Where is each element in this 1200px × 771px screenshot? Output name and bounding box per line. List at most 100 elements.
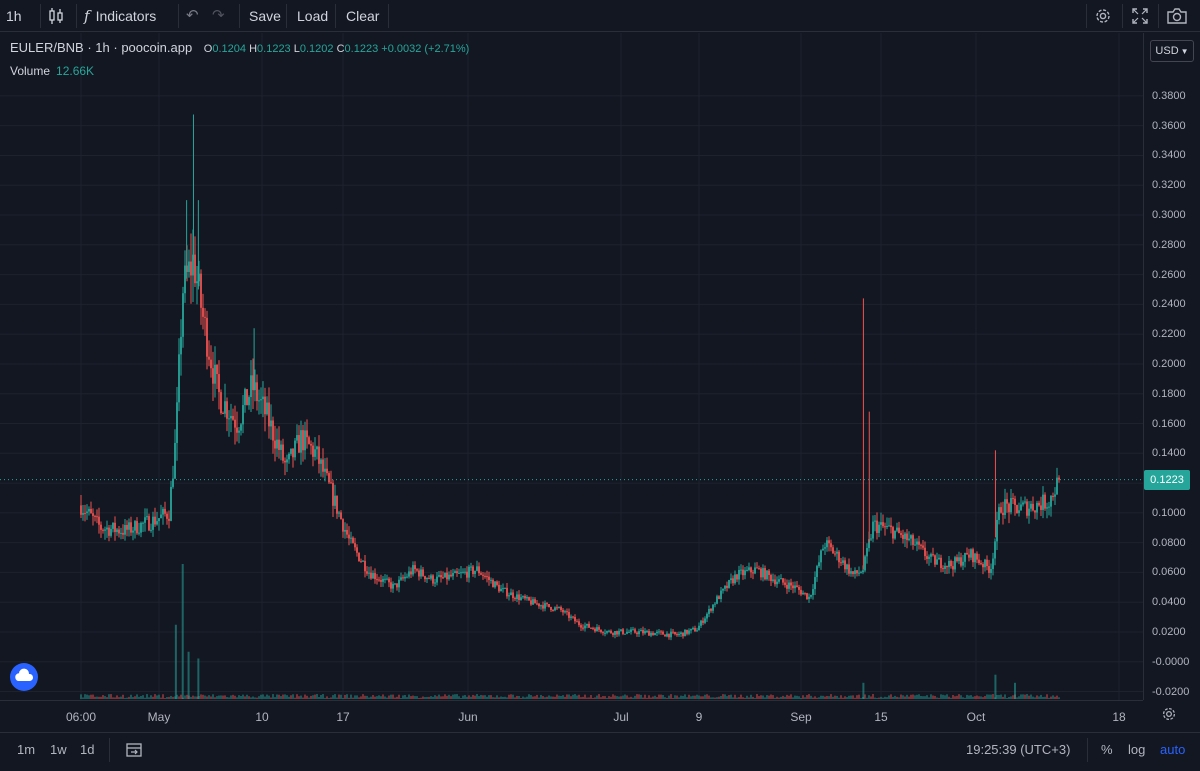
volume-bar [612,694,614,699]
source-label: poocoin.app [121,40,193,55]
candle-body [634,629,636,633]
axis-settings-button[interactable] [1160,705,1180,725]
time-axis[interactable]: 06:00 May 10 17 Jun Jul 9 Sep 15 Oct 18 [0,700,1143,732]
volume-bar [276,694,278,699]
volume-bar [470,696,472,699]
volume-bar [176,694,178,699]
volume-bar [764,697,766,699]
symbol-label[interactable]: EULER/BNB [10,40,84,55]
volume-bar [424,697,426,699]
save-button[interactable]: Save [249,8,281,24]
candle-body [680,632,682,634]
price-axis-label: -0.0000 [1152,655,1190,668]
range-1w-button[interactable]: 1w [50,742,67,757]
volume-bar [758,696,760,699]
volume-bar [638,694,640,699]
candle-body [286,459,288,463]
candle-body [622,629,624,634]
auto-scale-button[interactable]: auto [1160,742,1186,757]
candle-body [598,627,600,630]
volume-bar [852,695,854,699]
volume-bar [262,694,264,699]
clock-readout[interactable]: 19:25:39 (UTC+3) [966,742,1071,757]
volume-bar [844,696,846,699]
chart-pane[interactable] [0,33,1143,700]
settings-button[interactable] [1093,0,1115,32]
volume-bar [444,694,446,699]
volume-bar [172,696,174,699]
volume-bar [860,697,862,699]
clear-button[interactable]: Clear [346,8,380,24]
toolbar-divider [388,4,389,28]
candle-style-button[interactable] [46,0,72,32]
candle-body [300,430,302,453]
interval-button[interactable]: 1h [6,8,22,24]
volume-label: Volume [10,64,51,78]
candle-body [1030,503,1032,509]
candle-body [738,569,740,580]
candle-body [592,627,594,629]
volume-bar [892,696,894,699]
range-1m-button[interactable]: 1m [17,742,36,757]
volume-bar [822,695,824,699]
volume-bar [1000,694,1002,699]
currency-dropdown[interactable]: USD ▼ [1150,40,1194,62]
price-axis-label: 0.3200 [1152,179,1186,192]
price-chart[interactable] [0,33,1143,700]
volume-bar [792,697,794,699]
candle-body [410,571,412,575]
candle-body [454,571,456,574]
percent-scale-button[interactable]: % [1101,742,1113,757]
candle-body [778,579,780,582]
candle-body [786,584,788,589]
candle-body [468,566,470,578]
volume-bar [272,694,274,699]
volume-bar [422,696,424,699]
candle-body [1044,494,1046,509]
volume-bar [202,694,204,699]
candle-body [442,577,444,579]
load-button[interactable]: Load [297,8,329,24]
candle-body [266,402,268,415]
volume-bar [574,694,576,699]
legend-dot: · [87,40,96,55]
snapshot-button[interactable] [1166,0,1190,32]
date-range-button[interactable] [125,733,145,766]
log-scale-button[interactable]: log [1128,742,1146,757]
volume-bar [352,697,354,699]
redo-icon[interactable]: ↷ [212,7,225,24]
volume-bar [436,696,438,699]
chart-logo[interactable] [10,663,38,691]
volume-bar [186,694,188,699]
candle-body [1020,504,1022,511]
candle-body [746,569,748,571]
volume-bar [556,694,558,699]
volume-bar [702,696,704,699]
candle-body [620,629,622,631]
volume-bar [106,697,108,699]
volume-bar [1020,694,1022,699]
range-1d-button[interactable]: 1d [80,742,95,757]
toolbar-divider [286,4,287,28]
time-axis-label: Jun [458,710,478,724]
indicators-button[interactable]: f Indicators [84,0,180,32]
volume-bar [564,696,566,699]
toolbar-divider [1158,4,1159,28]
candle-body [368,572,370,574]
candle-body [808,596,810,600]
candle-body [224,401,226,414]
fullscreen-button[interactable] [1130,0,1152,32]
candle-body [978,559,980,564]
candle-body [202,307,204,317]
candle-body [580,625,582,628]
volume-bar [778,697,780,699]
price-axis[interactable]: -0.0200 -0.0000 0.0200 0.0400 0.0600 0.0800 0.… [1143,33,1200,700]
volume-bar [606,697,608,699]
volume-bar [906,694,908,699]
candle-body [510,592,512,596]
candle-body [570,616,572,618]
candle-body [162,508,164,515]
candle-body [804,592,806,594]
undo-icon[interactable]: ↶ [186,7,199,24]
volume-bar [128,696,130,699]
